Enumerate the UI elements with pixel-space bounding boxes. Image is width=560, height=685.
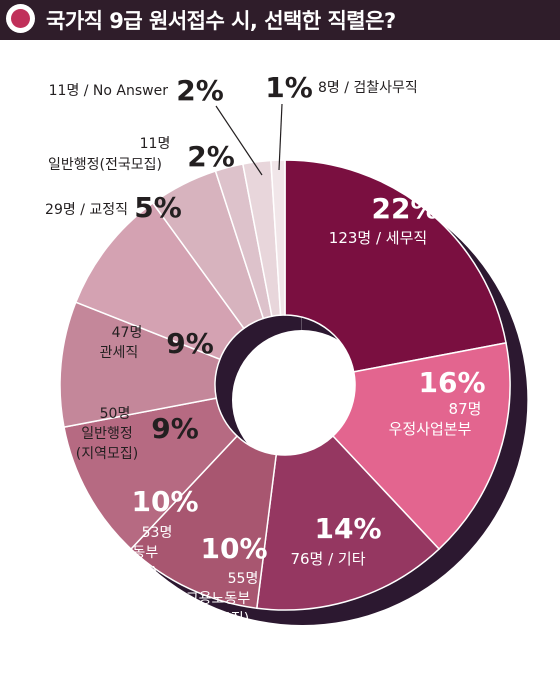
slice-percent: 14% <box>314 512 381 545</box>
slice-caption: 53명 <box>142 525 173 541</box>
donut-slices <box>59 159 511 611</box>
donut-slice-10 <box>270 159 286 316</box>
slice-caption: 55명 <box>228 571 259 587</box>
slice-label-9: 11명 / No Answer 2% <box>49 74 224 107</box>
slice-caption: (지역모집) <box>76 446 138 462</box>
slice-label-5: 50명 일반행정 (지역모집) 9% <box>76 406 199 462</box>
slice-percent: 2% <box>187 140 235 173</box>
slice-percent: 16% <box>418 366 485 399</box>
slice-caption: 76명 / 기타 <box>290 550 365 568</box>
chart-title: 국가직 9급 원서접수 시, 선택한 직렬은? <box>46 9 396 33</box>
slice-caption: 고용노동부 <box>186 591 251 607</box>
slice-caption: 47명 <box>112 325 143 341</box>
slice-label-6: 47명 관세직 9% <box>100 325 214 361</box>
slice-percent: 2% <box>176 74 224 107</box>
slice-caption: 29명 / 교정직 <box>45 202 128 218</box>
slice-label-0: 22% 123명 / 세무직 <box>329 192 439 247</box>
slice-percent: 9% <box>151 412 199 445</box>
slice-percent: 10% <box>131 485 198 518</box>
slice-percent: 5% <box>134 191 182 224</box>
leader-line-no-answer <box>215 105 263 176</box>
slice-caption: 일반행정 <box>81 426 133 442</box>
donut-slice-1 <box>331 341 511 551</box>
slice-label-1: 16% 87명 우정사업본부 <box>389 366 486 438</box>
slice-percent: 1% <box>265 71 313 104</box>
slice-caption: 50명 <box>100 406 131 422</box>
slice-caption: (전국모집) <box>95 565 157 581</box>
leader-line-prosecution <box>278 103 283 171</box>
donut-slice-4 <box>63 397 239 551</box>
donut-slice-5 <box>59 301 221 429</box>
circle-bullet-icon <box>6 4 35 33</box>
donut-slice-0 <box>284 159 507 373</box>
title-bar: 국가직 9급 원서접수 시, 선택한 직렬은? <box>0 0 560 40</box>
slice-label-7: 29명 / 교정직 5% <box>45 191 182 224</box>
donut-slice-3 <box>129 434 278 610</box>
slice-caption: 11명 <box>140 136 171 152</box>
slice-percent: 22% <box>371 192 438 225</box>
leader-lines <box>215 103 283 176</box>
slice-caption: 123명 / 세무직 <box>329 229 427 247</box>
slice-caption: (지역모집) <box>187 611 249 627</box>
slice-caption: 일반행정(전국모집) <box>48 157 162 173</box>
donut-slice-2 <box>255 434 441 611</box>
slice-caption: 11명 / No Answer <box>49 83 169 99</box>
slice-label-2: 14% 76명 / 기타 <box>290 512 381 568</box>
slice-caption: 고용노동부 <box>94 545 159 561</box>
slice-label-4: 10% 53명 고용노동부 (전국모집) <box>94 485 199 581</box>
slice-percent: 9% <box>166 327 214 360</box>
slice-label-8: 11명 일반행정(전국모집) 2% <box>48 136 235 173</box>
donut-chart: 22% 123명 / 세무직 16% 87명 우정사업본부 14% 76명 / … <box>45 71 528 627</box>
slice-caption: 우정사업본부 <box>389 420 472 438</box>
slice-caption: 8명 / 검찰사무직 <box>318 80 418 96</box>
slice-percent: 10% <box>200 532 267 565</box>
slice-label-10: 1% 8명 / 검찰사무직 <box>265 71 418 104</box>
donut-slice-6 <box>74 201 245 361</box>
slice-caption: 관세직 <box>100 345 139 361</box>
slice-caption: 87명 <box>449 400 482 418</box>
slice-label-3: 10% 55명 고용노동부 (지역모집) <box>186 532 268 627</box>
